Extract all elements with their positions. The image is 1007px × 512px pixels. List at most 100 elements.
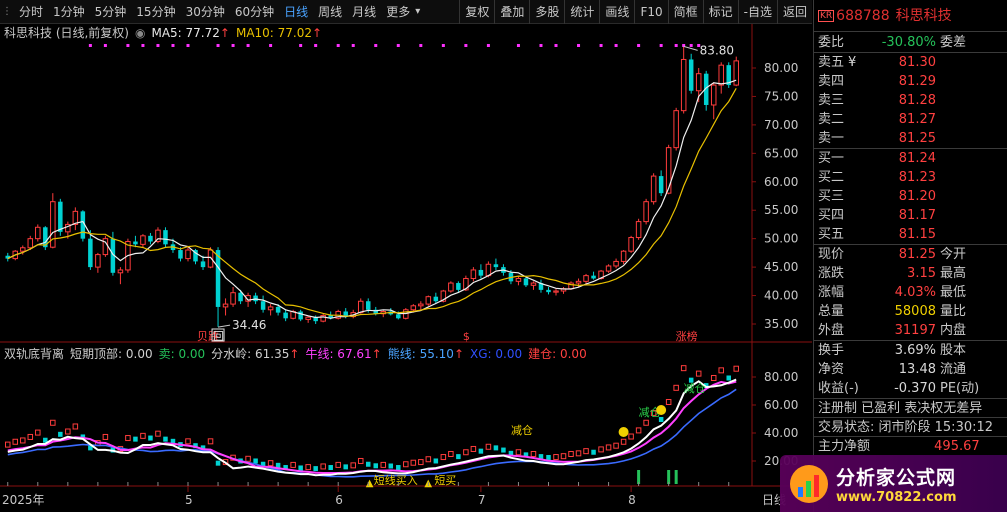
main-net-label: 主力净额 bbox=[818, 439, 871, 454]
stat-value: 13.48 bbox=[898, 362, 936, 377]
candle-body bbox=[575, 280, 582, 284]
tool-button-5[interactable]: F10 bbox=[634, 0, 667, 24]
candle-body bbox=[185, 249, 191, 260]
price-axis-label: 60.00 bbox=[764, 175, 798, 189]
ask-row[interactable]: 卖五 ¥81.30 bbox=[814, 53, 1007, 72]
candle-body bbox=[35, 226, 41, 240]
candle-body bbox=[448, 282, 454, 292]
period-tab-9[interactable]: 更多 bbox=[386, 4, 411, 19]
tool-button-2[interactable]: 多股 bbox=[529, 0, 564, 24]
signal-dot bbox=[441, 44, 445, 47]
legend-settings-icon[interactable]: ◉ bbox=[135, 26, 146, 40]
ask-extra bbox=[848, 110, 870, 129]
tool-button-7[interactable]: 标记 bbox=[702, 0, 738, 24]
period-tab-5[interactable]: 60分钟 bbox=[234, 4, 275, 19]
indicator-block bbox=[575, 450, 582, 457]
ask-price: 81.29 bbox=[898, 74, 936, 89]
bid-row[interactable]: 买四 81.17 bbox=[814, 206, 1007, 225]
indicator-block bbox=[163, 436, 168, 442]
indicator-block bbox=[613, 442, 619, 449]
period-tab-1[interactable]: 1分钟 bbox=[53, 4, 85, 19]
watershed-line bbox=[7, 378, 737, 477]
high-price-label: 83.80 bbox=[700, 43, 734, 57]
tool-button-1[interactable]: 叠加 bbox=[494, 0, 529, 24]
signal-dot bbox=[689, 44, 693, 47]
period-tab-0[interactable]: 分时 bbox=[19, 4, 44, 19]
candle-body bbox=[230, 292, 236, 305]
ask-row[interactable]: 卖一 81.25 bbox=[814, 129, 1007, 148]
indicator-block bbox=[688, 377, 694, 383]
candle-body bbox=[313, 317, 318, 322]
bid-row[interactable]: 买三 81.20 bbox=[814, 187, 1007, 206]
candle-body bbox=[117, 269, 124, 274]
period-tab-6[interactable]: 日线 bbox=[284, 4, 309, 19]
stat-label: 收益(-) bbox=[818, 381, 859, 396]
chart-canvas[interactable]: 80.00 75.00 70.00 65.00 60.00 55.00 50.00 45.00… bbox=[0, 24, 812, 512]
bid-row[interactable]: 买一 81.24 bbox=[814, 149, 1007, 168]
indicator-block bbox=[58, 431, 63, 437]
ask-extra bbox=[848, 91, 870, 110]
signal-dot bbox=[637, 44, 641, 47]
candle-body bbox=[343, 311, 348, 317]
bid-label: 买五 bbox=[818, 227, 845, 242]
tool-button-4[interactable]: 画线 bbox=[599, 0, 634, 24]
indicator-name: 双轨底背离 bbox=[4, 347, 65, 361]
indicator-arrow-4: ↑ bbox=[453, 347, 465, 361]
tool-button-9[interactable]: 返回 bbox=[776, 0, 812, 24]
x-axis-label: 7 bbox=[478, 493, 486, 507]
tool-button-6[interactable]: 简框 bbox=[667, 0, 703, 24]
period-tab-7[interactable]: 周线 bbox=[318, 4, 343, 19]
toolbar-grip-icon[interactable]: ⋮ bbox=[2, 6, 12, 17]
indicator-block bbox=[591, 449, 596, 455]
stat-value: 31197 bbox=[894, 323, 936, 338]
signal-dot bbox=[141, 44, 145, 47]
period-tab-2[interactable]: 5分钟 bbox=[94, 4, 127, 19]
candle-body bbox=[440, 290, 447, 302]
ask-row[interactable]: 卖二 81.27 bbox=[814, 110, 1007, 129]
indicator-block bbox=[102, 433, 109, 440]
candle-body bbox=[283, 312, 288, 319]
candle-body bbox=[50, 201, 56, 248]
ask-row[interactable]: 卖四 81.29 bbox=[814, 72, 1007, 91]
candle-body bbox=[688, 59, 694, 91]
price-axis-label: 40.00 bbox=[764, 289, 798, 303]
signal-dot bbox=[246, 44, 250, 47]
indicator-block bbox=[448, 450, 454, 457]
weicha-label: 委差 bbox=[940, 35, 967, 50]
candle-body bbox=[365, 301, 371, 310]
tool-button-8[interactable]: -自选 bbox=[737, 0, 777, 24]
weibi-label: 委比 bbox=[818, 35, 845, 50]
period-tab-8[interactable]: 月线 bbox=[352, 4, 377, 19]
kline-chart-area[interactable]: 80.00 75.00 70.00 65.00 60.00 55.00 50.00 45.00… bbox=[0, 24, 812, 512]
indicator-block bbox=[380, 461, 387, 468]
signal-dot bbox=[314, 44, 318, 47]
signal-dot bbox=[216, 44, 220, 47]
bid-row[interactable]: 买二 81.23 bbox=[814, 168, 1007, 187]
candle-body bbox=[635, 221, 642, 239]
bid-row[interactable]: 买五 81.15 bbox=[814, 225, 1007, 244]
stat-label-2: 内盘 bbox=[940, 323, 967, 338]
x-axis-label: 6 bbox=[335, 493, 343, 507]
ask-label: 卖四 bbox=[818, 74, 845, 89]
candle-body bbox=[357, 300, 364, 314]
indicator-value-3: 牛线: 67.61 bbox=[305, 347, 372, 361]
tool-button-3[interactable]: 统计 bbox=[564, 0, 599, 24]
period-tab-4[interactable]: 30分钟 bbox=[185, 4, 225, 19]
indicator-block bbox=[643, 419, 649, 426]
indicator-block bbox=[403, 461, 409, 468]
period-tab-3[interactable]: 15分钟 bbox=[136, 4, 176, 19]
candle-body bbox=[43, 227, 48, 248]
indicator-block bbox=[433, 458, 439, 464]
more-chevron-icon[interactable]: ▾ bbox=[415, 5, 421, 17]
indicator-block bbox=[410, 459, 417, 466]
indicator-block bbox=[628, 433, 634, 440]
signal-dot bbox=[88, 44, 92, 47]
ask-row[interactable]: 卖三 81.28 bbox=[814, 91, 1007, 110]
indicator-block bbox=[568, 450, 574, 457]
candle-body bbox=[20, 247, 26, 252]
tool-button-0[interactable]: 复权 bbox=[459, 0, 494, 24]
candle-body bbox=[733, 60, 739, 86]
indicator-legend: 双轨底背离 短期顶部: 0.00 卖: 0.00 分水岭: 61.35 ↑ 牛线: 67… bbox=[4, 346, 587, 362]
signal-dot bbox=[231, 44, 235, 47]
indicator-block bbox=[207, 438, 214, 445]
